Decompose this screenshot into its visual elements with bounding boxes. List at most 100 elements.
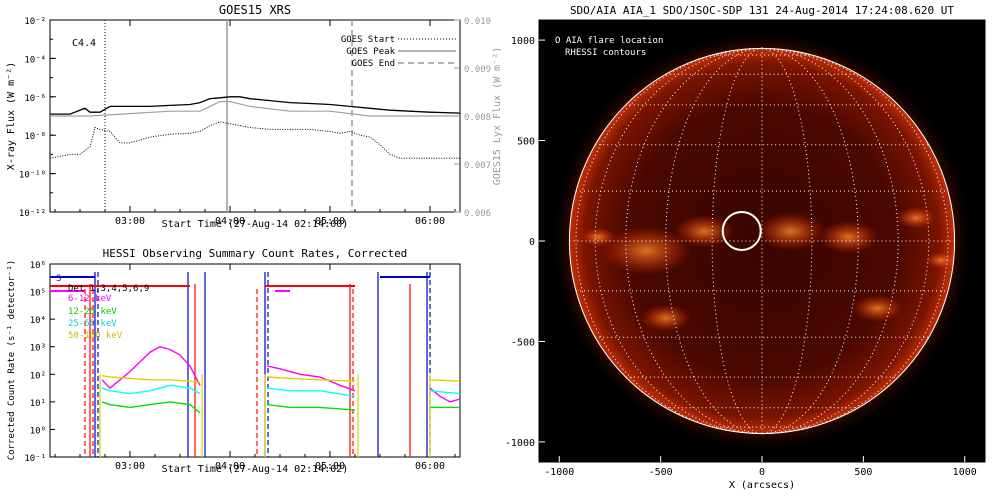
sdo-legend-contours: RHESSI contours bbox=[565, 48, 646, 58]
goes-lyx-series bbox=[50, 100, 460, 117]
goes-y-tick-label: 10⁻⁶ bbox=[24, 94, 46, 104]
sdo-bright-region bbox=[601, 226, 692, 275]
sdo-bright-region bbox=[640, 304, 691, 332]
sdo-y-tick-label: 0 bbox=[529, 237, 535, 248]
sdo-x-tick-label: -500 bbox=[649, 467, 673, 478]
hessi-series-50-100-keV bbox=[101, 375, 201, 384]
sdo-bright-region bbox=[674, 215, 735, 248]
sdo-longitude-line bbox=[711, 47, 763, 435]
goes-y-label: X-ray Flux (W m⁻²) bbox=[6, 62, 17, 170]
goes-legend-start-label: GOES Start bbox=[341, 35, 395, 45]
hessi-y-tick-label: 10¹ bbox=[30, 399, 46, 409]
sdo-longitude-line bbox=[761, 47, 899, 435]
hessi-series-25-50-keV bbox=[101, 384, 201, 395]
goes-y-tick-label: 10⁻¹² bbox=[19, 209, 46, 219]
hessi-legend: S Det 1,3,4,5,6,9 6-12 keV 12-25 keV 25-… bbox=[56, 274, 149, 341]
hessi-panel: HESSI Observing Summary Count Rates, Cor… bbox=[7, 247, 461, 475]
hessi-y-tick-label: 10⁵ bbox=[30, 289, 46, 299]
hessi-y-label: Corrected Count Rate (s⁻¹ detector⁻¹) bbox=[7, 260, 17, 460]
goes-x-ticks: 03:00 04:00 05:00 06:00 bbox=[54, 20, 456, 227]
sdo-x-tick-label: 500 bbox=[854, 467, 872, 478]
hessi-series-50-100-keV bbox=[429, 379, 461, 382]
hessi-y-tick-label: 10⁶ bbox=[30, 261, 46, 271]
sdo-y-tick-label: 1000 bbox=[511, 36, 535, 47]
hessi-series-6-12-keV bbox=[101, 345, 201, 390]
goes-panel: GOES15 XRS C4.4 03:00 04:00 05:00 06:00 10⁻… bbox=[6, 3, 503, 230]
hessi-y-tick-label: 10⁰ bbox=[30, 426, 46, 436]
goes-x-tick-label: 06:00 bbox=[415, 216, 445, 227]
goes-legend-end-label: GOES End bbox=[352, 59, 395, 69]
hessi-series-12-25-keV bbox=[101, 401, 201, 414]
hessi-y-tick-label: 10³ bbox=[30, 344, 46, 354]
hessi-legend-25-50: 25-50 keV bbox=[68, 319, 117, 329]
sdo-x-tick-label: 1000 bbox=[953, 467, 977, 478]
goes-y-tick-label: 10⁻² bbox=[24, 17, 46, 27]
sdo-y-tick-label: 500 bbox=[517, 137, 535, 148]
goes-x-tick-label: 03:00 bbox=[115, 216, 145, 227]
hessi-legend-50-100: 50-100 keV bbox=[68, 331, 123, 341]
goes-legend-peak-label: GOES Peak bbox=[346, 47, 395, 57]
sdo-panel: SDO/AIA AIA_1 SDO/JSOC-SDP 131 24-Aug-20… bbox=[505, 4, 986, 491]
sdo-bright-region bbox=[755, 212, 826, 251]
sdo-active-regions bbox=[580, 207, 957, 332]
goes-y2-tick-label: 0.009 bbox=[464, 65, 491, 75]
goes-x-label: Start Time (27-Aug-14 02:14:00) bbox=[162, 219, 349, 230]
hessi-series bbox=[50, 272, 461, 457]
goes-y-ticks: 10⁻² 10⁻⁴ 10⁻⁶ 10⁻⁸ 10⁻¹⁰ 10⁻¹² bbox=[19, 17, 56, 219]
sdo-x-tick-label: 0 bbox=[759, 467, 765, 478]
sdo-image bbox=[550, 29, 974, 453]
hessi-x-ticks: 03:00 04:00 05:00 06:00 bbox=[54, 264, 456, 472]
hessi-y-ticks: 10⁶ 10⁵ 10⁴ 10³ 10² 10¹ 10⁰ 10⁻¹ bbox=[24, 261, 55, 464]
goes-x-tick-label: 05:00 bbox=[315, 216, 345, 227]
hessi-legend-12-25: 12-25 keV bbox=[68, 307, 117, 317]
goes-y-tick-label: 10⁻⁴ bbox=[24, 55, 46, 65]
hessi-x-tick-label: 06:00 bbox=[415, 461, 445, 472]
goes-series bbox=[49, 20, 461, 212]
sdo-bright-region bbox=[852, 294, 903, 322]
hessi-series-6-12-keV bbox=[429, 387, 461, 403]
goes-y2-tick-label: 0.010 bbox=[464, 17, 491, 27]
hessi-series-25-50-keV bbox=[429, 390, 461, 395]
hessi-x-tick-label: 03:00 bbox=[115, 461, 145, 472]
goes-title: GOES15 XRS bbox=[219, 3, 291, 17]
goes-long-series bbox=[50, 96, 461, 115]
sdo-longitude-line bbox=[761, 47, 949, 435]
sdo-legend-flare: O AIA flare location bbox=[555, 36, 663, 46]
sdo-bright-region bbox=[896, 207, 937, 229]
sdo-y-tick-label: -500 bbox=[511, 337, 535, 348]
hessi-legend-s: S bbox=[56, 274, 61, 284]
hessi-series-25-50-keV bbox=[266, 387, 356, 397]
sdo-longitude-line bbox=[761, 47, 813, 435]
flare-location-marker bbox=[721, 210, 762, 251]
hessi-legend-det: Det 1,3,4,5,6,9 bbox=[68, 284, 149, 294]
hessi-legend-6-12: 6-12 keV bbox=[68, 294, 112, 304]
goes-y2-label: GOES15 Lyx Flux (W m⁻²) bbox=[492, 47, 503, 185]
goes-short-series bbox=[49, 121, 460, 159]
sdo-longitude-line bbox=[625, 47, 763, 435]
goes-flare-class: C4.4 bbox=[72, 38, 96, 49]
goes-x-tick-label: 04:00 bbox=[215, 216, 245, 227]
hessi-series-50-100-keV bbox=[266, 376, 356, 382]
goes-y-tick-label: 10⁻⁸ bbox=[24, 132, 46, 142]
hessi-y-tick-label: 10² bbox=[30, 371, 46, 381]
sdo-bright-region bbox=[818, 220, 879, 254]
sdo-title: SDO/AIA AIA_1 SDO/JSOC-SDP 131 24-Aug-20… bbox=[570, 4, 954, 17]
hessi-y-tick-label: 10⁴ bbox=[30, 316, 46, 326]
sdo-bright-region bbox=[580, 227, 616, 247]
sdo-longitude-line bbox=[575, 47, 763, 435]
goes-y2-tick-label: 0.006 bbox=[464, 209, 491, 219]
goes-y2-tick-label: 0.007 bbox=[464, 161, 491, 171]
sun-limb-outline bbox=[568, 47, 956, 435]
hessi-x-tick-label: 05:00 bbox=[315, 461, 345, 472]
goes-y2-tick-label: 0.008 bbox=[464, 113, 491, 123]
goes-y-tick-label: 10⁻¹⁰ bbox=[19, 171, 46, 181]
hessi-series-12-25-keV bbox=[266, 403, 356, 411]
sdo-y-ticks: 1000 500 0 -500 -1000 bbox=[505, 36, 545, 449]
sdo-x-ticks: -1000 -500 0 500 1000 bbox=[544, 456, 977, 478]
hessi-series-6-12-keV bbox=[266, 365, 356, 392]
hessi-y-tick-label: 10⁻¹ bbox=[24, 454, 46, 464]
goes-legend: GOES Start GOES Peak GOES End bbox=[341, 35, 456, 69]
hessi-title: HESSI Observing Summary Count Rates, Cor… bbox=[103, 247, 408, 260]
sdo-x-label: X (arcsecs) bbox=[729, 480, 795, 491]
